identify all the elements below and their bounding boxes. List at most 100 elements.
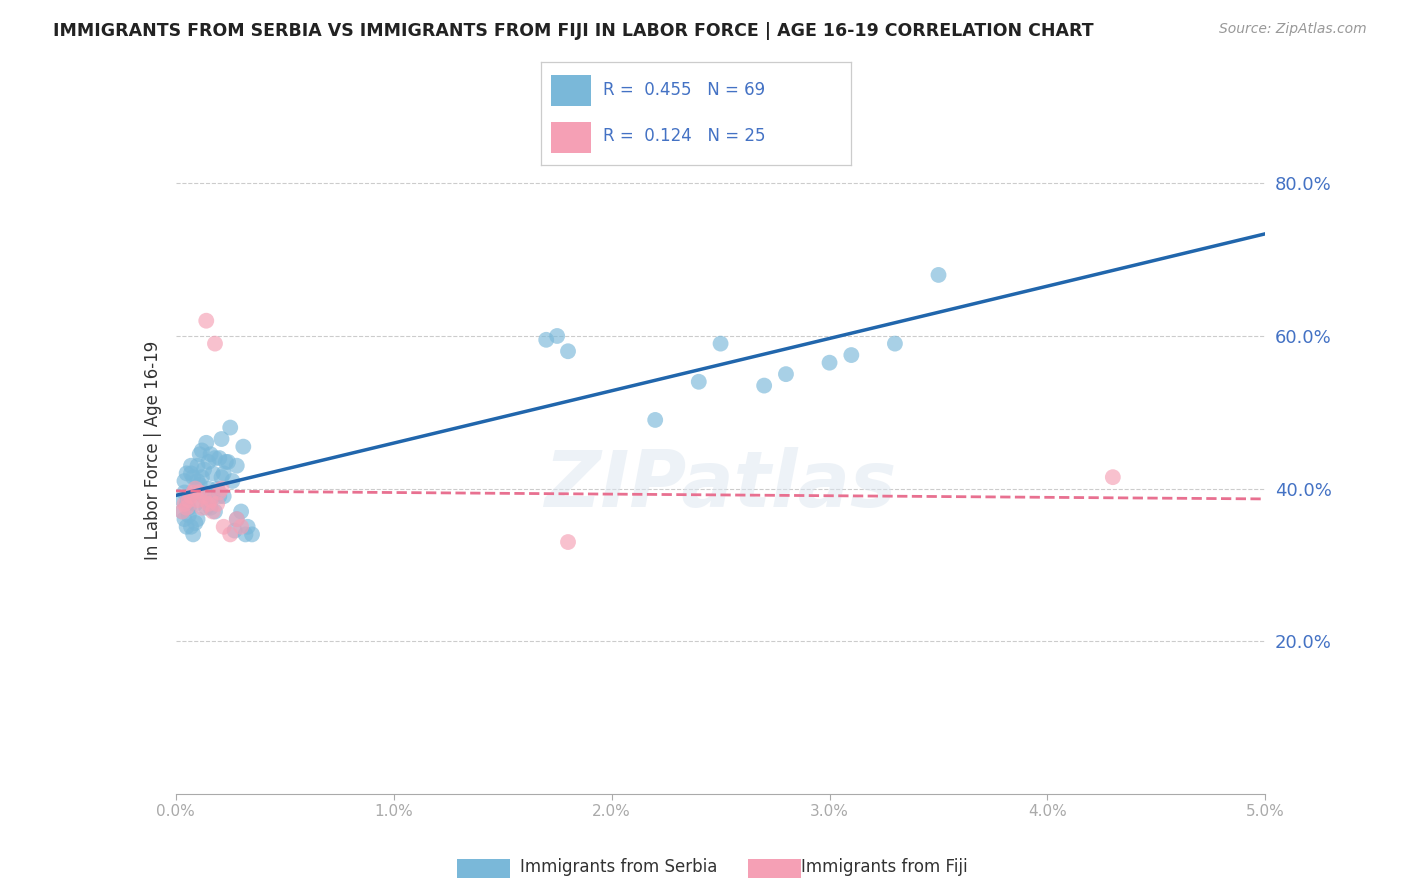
Point xyxy=(201,489,224,503)
Text: Immigrants from Serbia: Immigrants from Serbia xyxy=(520,858,717,876)
Point xyxy=(176,497,198,511)
Point xyxy=(546,329,568,343)
Point xyxy=(204,504,226,518)
Point xyxy=(195,435,218,450)
Point xyxy=(204,451,226,466)
Point xyxy=(186,458,209,473)
Point xyxy=(557,344,579,359)
Point xyxy=(172,493,194,508)
Point xyxy=(184,516,207,530)
Point xyxy=(754,378,776,392)
Point xyxy=(188,477,211,491)
Point xyxy=(188,485,211,500)
Point xyxy=(201,467,224,481)
Point xyxy=(188,447,211,461)
Point xyxy=(212,520,235,534)
Point xyxy=(191,470,214,484)
Point xyxy=(177,493,200,508)
Point xyxy=(240,527,263,541)
Point xyxy=(173,497,195,511)
Point xyxy=(176,520,198,534)
Point xyxy=(173,474,195,488)
Point xyxy=(231,520,253,534)
Point xyxy=(884,336,907,351)
Point xyxy=(928,268,950,282)
Point xyxy=(197,455,219,469)
Point xyxy=(231,504,253,518)
Point xyxy=(180,467,202,481)
Point xyxy=(200,500,222,515)
Text: ZIPatlas: ZIPatlas xyxy=(544,447,897,523)
Point xyxy=(186,474,209,488)
Point xyxy=(225,458,247,473)
Text: IMMIGRANTS FROM SERBIA VS IMMIGRANTS FROM FIJI IN LABOR FORCE | AGE 16-19 CORREL: IMMIGRANTS FROM SERBIA VS IMMIGRANTS FRO… xyxy=(53,22,1094,40)
Point xyxy=(211,482,233,496)
Point xyxy=(775,367,797,381)
Point xyxy=(173,512,195,526)
Point xyxy=(534,333,557,347)
Point xyxy=(205,482,228,496)
Point xyxy=(191,443,214,458)
Point xyxy=(200,447,222,461)
Point xyxy=(177,489,200,503)
Point xyxy=(208,451,231,466)
Point xyxy=(176,467,198,481)
Point xyxy=(180,489,202,503)
Point xyxy=(217,455,239,469)
Point xyxy=(557,535,579,549)
Text: Source: ZipAtlas.com: Source: ZipAtlas.com xyxy=(1219,22,1367,37)
Point xyxy=(180,458,202,473)
Point xyxy=(818,356,841,370)
FancyBboxPatch shape xyxy=(551,122,591,153)
Point xyxy=(176,500,198,515)
Point xyxy=(195,314,218,328)
Point xyxy=(208,489,231,503)
Point xyxy=(184,497,207,511)
Point xyxy=(225,512,247,526)
Point xyxy=(841,348,863,362)
Y-axis label: In Labor Force | Age 16-19: In Labor Force | Age 16-19 xyxy=(143,341,162,560)
Point xyxy=(201,504,224,518)
Point xyxy=(186,493,209,508)
Point xyxy=(225,512,247,526)
Point xyxy=(195,500,218,515)
Point xyxy=(172,504,194,518)
Point xyxy=(181,485,204,500)
Point xyxy=(235,527,257,541)
Text: R =  0.455   N = 69: R = 0.455 N = 69 xyxy=(603,81,765,99)
Point xyxy=(205,497,228,511)
Point xyxy=(184,482,207,496)
Point xyxy=(232,440,254,454)
Point xyxy=(208,485,231,500)
Point xyxy=(219,527,242,541)
Point xyxy=(177,500,200,515)
Point xyxy=(644,413,666,427)
Point xyxy=(177,508,200,523)
FancyBboxPatch shape xyxy=(551,75,591,105)
Point xyxy=(688,375,710,389)
Point xyxy=(181,485,204,500)
Point xyxy=(212,467,235,481)
Text: R =  0.124   N = 25: R = 0.124 N = 25 xyxy=(603,128,766,145)
Point xyxy=(173,485,195,500)
Point xyxy=(193,489,215,503)
Point xyxy=(224,524,246,538)
Point xyxy=(191,500,214,515)
Point xyxy=(219,420,242,434)
Point xyxy=(204,336,226,351)
Point xyxy=(1102,470,1125,484)
Point xyxy=(180,520,202,534)
Point xyxy=(211,432,233,446)
Point xyxy=(211,470,233,484)
Point xyxy=(193,462,215,476)
Text: Immigrants from Fiji: Immigrants from Fiji xyxy=(801,858,969,876)
Point xyxy=(236,520,259,534)
Point xyxy=(197,482,219,496)
Point xyxy=(710,336,733,351)
Point xyxy=(215,455,238,469)
Point xyxy=(197,497,219,511)
Point xyxy=(221,474,243,488)
Point xyxy=(172,504,194,518)
Point xyxy=(193,489,215,503)
Point xyxy=(200,493,222,508)
